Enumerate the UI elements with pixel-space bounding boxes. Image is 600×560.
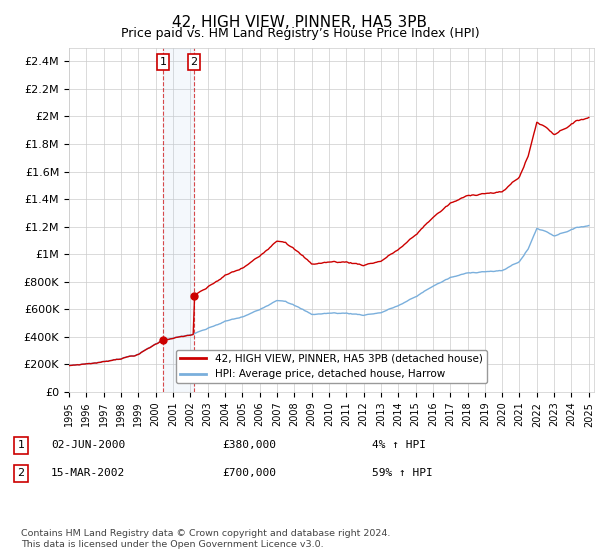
Text: 42, HIGH VIEW, PINNER, HA5 3PB: 42, HIGH VIEW, PINNER, HA5 3PB bbox=[173, 15, 427, 30]
Text: £380,000: £380,000 bbox=[222, 440, 276, 450]
Text: 1: 1 bbox=[160, 57, 166, 67]
Text: Price paid vs. HM Land Registry’s House Price Index (HPI): Price paid vs. HM Land Registry’s House … bbox=[121, 27, 479, 40]
Text: 2: 2 bbox=[190, 57, 197, 67]
Text: 2: 2 bbox=[17, 468, 25, 478]
Text: 1: 1 bbox=[17, 440, 25, 450]
Text: 15-MAR-2002: 15-MAR-2002 bbox=[51, 468, 125, 478]
Text: 02-JUN-2000: 02-JUN-2000 bbox=[51, 440, 125, 450]
Text: Contains HM Land Registry data © Crown copyright and database right 2024.
This d: Contains HM Land Registry data © Crown c… bbox=[21, 529, 391, 549]
Text: 4% ↑ HPI: 4% ↑ HPI bbox=[372, 440, 426, 450]
Legend: 42, HIGH VIEW, PINNER, HA5 3PB (detached house), HPI: Average price, detached ho: 42, HIGH VIEW, PINNER, HA5 3PB (detached… bbox=[176, 350, 487, 384]
Text: £700,000: £700,000 bbox=[222, 468, 276, 478]
Bar bbox=[163, 48, 194, 392]
Text: 59% ↑ HPI: 59% ↑ HPI bbox=[372, 468, 433, 478]
